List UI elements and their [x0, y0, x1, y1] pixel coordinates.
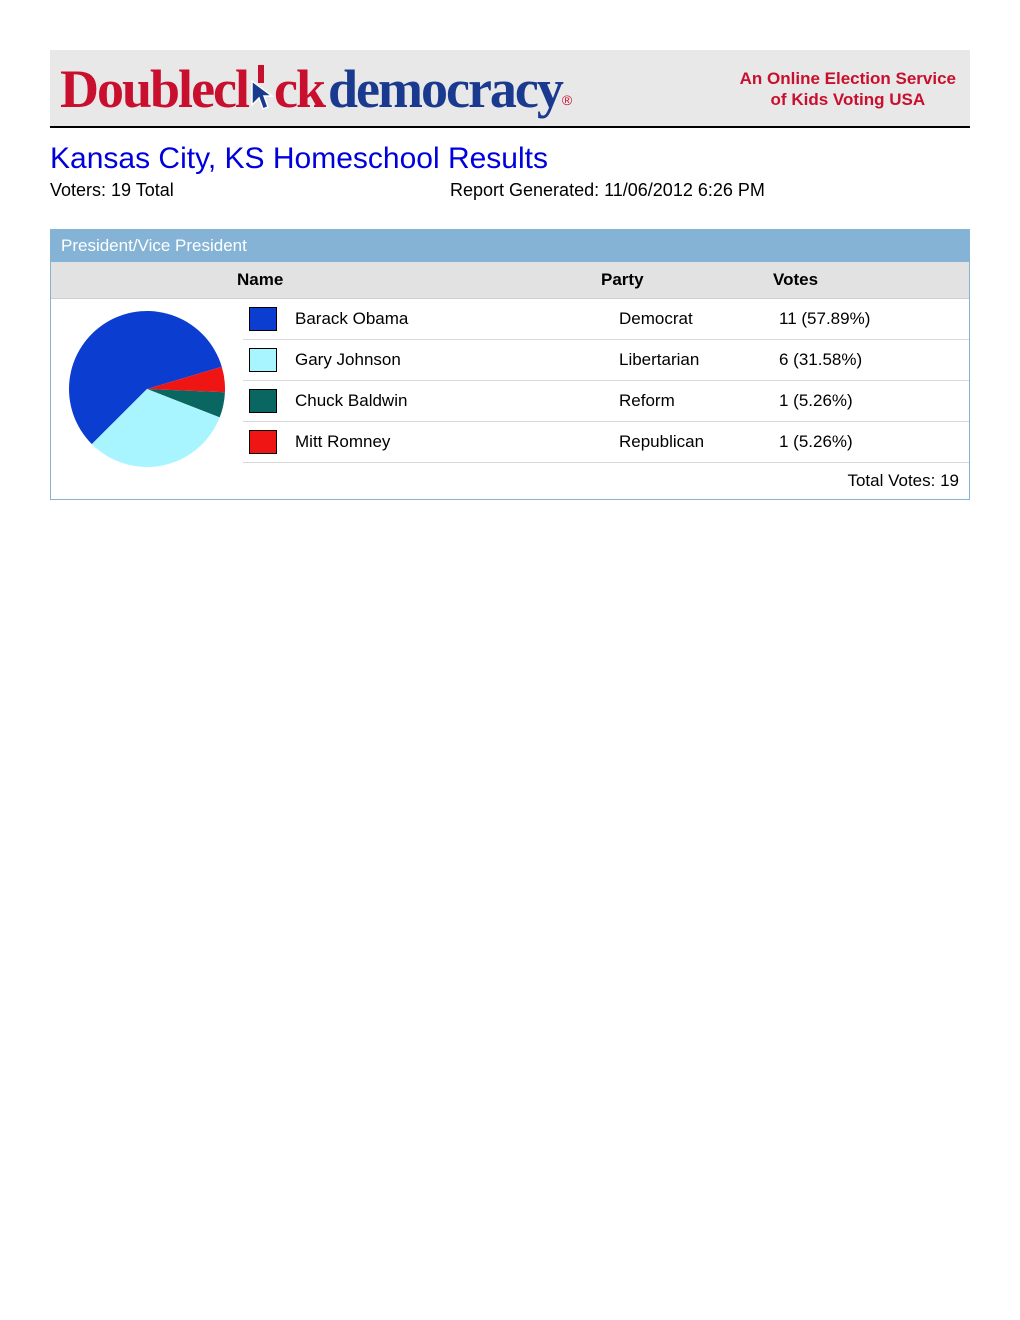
logo-word-democracy: democracy — [328, 58, 562, 120]
report-generated: Report Generated: 11/06/2012 6:26 PM — [450, 180, 970, 201]
candidate-party: Democrat — [619, 309, 779, 329]
tagline-line1: An Online Election Service — [740, 68, 956, 89]
race-container: President/Vice President Name Party Vote… — [50, 229, 970, 500]
candidate-name: Mitt Romney — [295, 432, 619, 452]
candidate-party: Republican — [619, 432, 779, 452]
logo-word-doubleclick-part1: Doublecl — [60, 58, 248, 120]
registered-icon: ® — [562, 92, 572, 108]
color-swatch — [249, 430, 277, 454]
candidate-name: Gary Johnson — [295, 350, 619, 370]
page-title: Kansas City, KS Homeschool Results — [50, 142, 970, 176]
candidate-row: Mitt Romney Republican 1 (5.26%) — [243, 422, 969, 463]
candidate-row: Barack Obama Democrat 11 (57.89%) — [243, 299, 969, 340]
meta-row: Voters: 19 Total Report Generated: 11/06… — [50, 180, 970, 201]
col-name: Name — [231, 262, 595, 298]
col-votes: Votes — [767, 262, 969, 298]
color-swatch — [249, 307, 277, 331]
candidate-votes: 1 (5.26%) — [779, 432, 969, 452]
tagline-line2: of Kids Voting USA — [740, 89, 956, 110]
column-headers: Name Party Votes — [51, 262, 969, 299]
pie-chart — [51, 299, 243, 499]
candidate-votes: 1 (5.26%) — [779, 391, 969, 411]
candidate-name: Barack Obama — [295, 309, 619, 329]
banner: Doublecl ck democracy ® An Online Electi… — [50, 50, 970, 128]
logo-word-doubleclick-part2: ck — [274, 58, 324, 120]
banner-tagline: An Online Election Service of Kids Votin… — [740, 68, 960, 111]
total-votes: Total Votes: 19 — [243, 463, 969, 499]
col-party: Party — [595, 262, 767, 298]
col-chart-spacer — [51, 262, 231, 298]
voters-total: Voters: 19 Total — [50, 180, 450, 201]
race-title: President/Vice President — [51, 230, 969, 262]
candidate-name: Chuck Baldwin — [295, 391, 619, 411]
cursor-icon — [248, 65, 274, 116]
banner-logo: Doublecl ck democracy ® — [60, 58, 572, 120]
candidate-party: Reform — [619, 391, 779, 411]
candidate-votes: 6 (31.58%) — [779, 350, 969, 370]
candidate-row: Chuck Baldwin Reform 1 (5.26%) — [243, 381, 969, 422]
color-swatch — [249, 389, 277, 413]
candidate-party: Libertarian — [619, 350, 779, 370]
color-swatch — [249, 348, 277, 372]
candidate-row: Gary Johnson Libertarian 6 (31.58%) — [243, 340, 969, 381]
candidate-votes: 11 (57.89%) — [779, 309, 969, 329]
